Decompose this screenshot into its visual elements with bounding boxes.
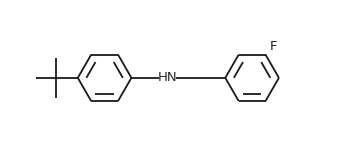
Text: HN: HN xyxy=(158,71,177,84)
Text: F: F xyxy=(270,40,277,53)
